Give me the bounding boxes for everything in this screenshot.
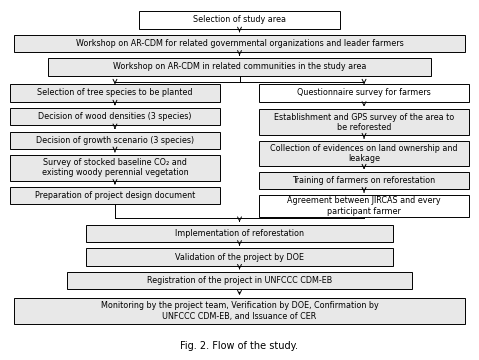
FancyBboxPatch shape xyxy=(10,132,220,149)
Text: Training of farmers on reforestation: Training of farmers on reforestation xyxy=(293,176,435,185)
Text: Collection of evidences on land ownership and
leakage: Collection of evidences on land ownershi… xyxy=(270,144,458,163)
Text: Implementation of reforestation: Implementation of reforestation xyxy=(175,229,304,238)
FancyBboxPatch shape xyxy=(10,187,220,204)
FancyBboxPatch shape xyxy=(259,141,469,166)
FancyBboxPatch shape xyxy=(259,84,469,102)
Text: Decision of growth scenario (3 species): Decision of growth scenario (3 species) xyxy=(36,136,194,145)
Text: Decision of wood densities (3 species): Decision of wood densities (3 species) xyxy=(38,112,192,121)
Text: Survey of stocked baseline CO₂ and
existing woody perennial vegetation: Survey of stocked baseline CO₂ and exist… xyxy=(42,158,188,177)
Text: Questionnaire survey for farmers: Questionnaire survey for farmers xyxy=(297,88,431,97)
FancyBboxPatch shape xyxy=(139,11,340,29)
Text: Preparation of project design document: Preparation of project design document xyxy=(35,192,195,200)
FancyBboxPatch shape xyxy=(10,84,220,102)
Text: Validation of the project by DOE: Validation of the project by DOE xyxy=(175,253,304,261)
Text: Agreement between JIRCAS and every
participant farmer: Agreement between JIRCAS and every parti… xyxy=(287,196,441,216)
FancyBboxPatch shape xyxy=(259,109,469,135)
Text: Workshop on AR-CDM in related communities in the study area: Workshop on AR-CDM in related communitie… xyxy=(113,62,366,71)
FancyBboxPatch shape xyxy=(259,195,469,217)
FancyBboxPatch shape xyxy=(14,298,465,324)
FancyBboxPatch shape xyxy=(67,272,412,289)
FancyBboxPatch shape xyxy=(86,248,393,266)
Text: Monitoring by the project team, Verification by DOE, Confirmation by
UNFCCC CDM-: Monitoring by the project team, Verifica… xyxy=(101,301,378,321)
Text: Selection of study area: Selection of study area xyxy=(193,15,286,24)
FancyBboxPatch shape xyxy=(259,172,469,189)
Text: Fig. 2. Flow of the study.: Fig. 2. Flow of the study. xyxy=(181,341,298,351)
Text: Establishment and GPS survey of the area to
be reforested: Establishment and GPS survey of the area… xyxy=(274,113,454,132)
FancyBboxPatch shape xyxy=(10,155,220,181)
Text: Registration of the project in UNFCCC CDM-EB: Registration of the project in UNFCCC CD… xyxy=(147,276,332,285)
FancyBboxPatch shape xyxy=(10,108,220,125)
FancyBboxPatch shape xyxy=(86,225,393,242)
Text: Selection of tree species to be planted: Selection of tree species to be planted xyxy=(37,88,193,97)
FancyBboxPatch shape xyxy=(14,35,465,52)
FancyBboxPatch shape xyxy=(48,58,431,76)
Text: Workshop on AR-CDM for related governmental organizations and leader farmers: Workshop on AR-CDM for related governmen… xyxy=(76,39,403,48)
